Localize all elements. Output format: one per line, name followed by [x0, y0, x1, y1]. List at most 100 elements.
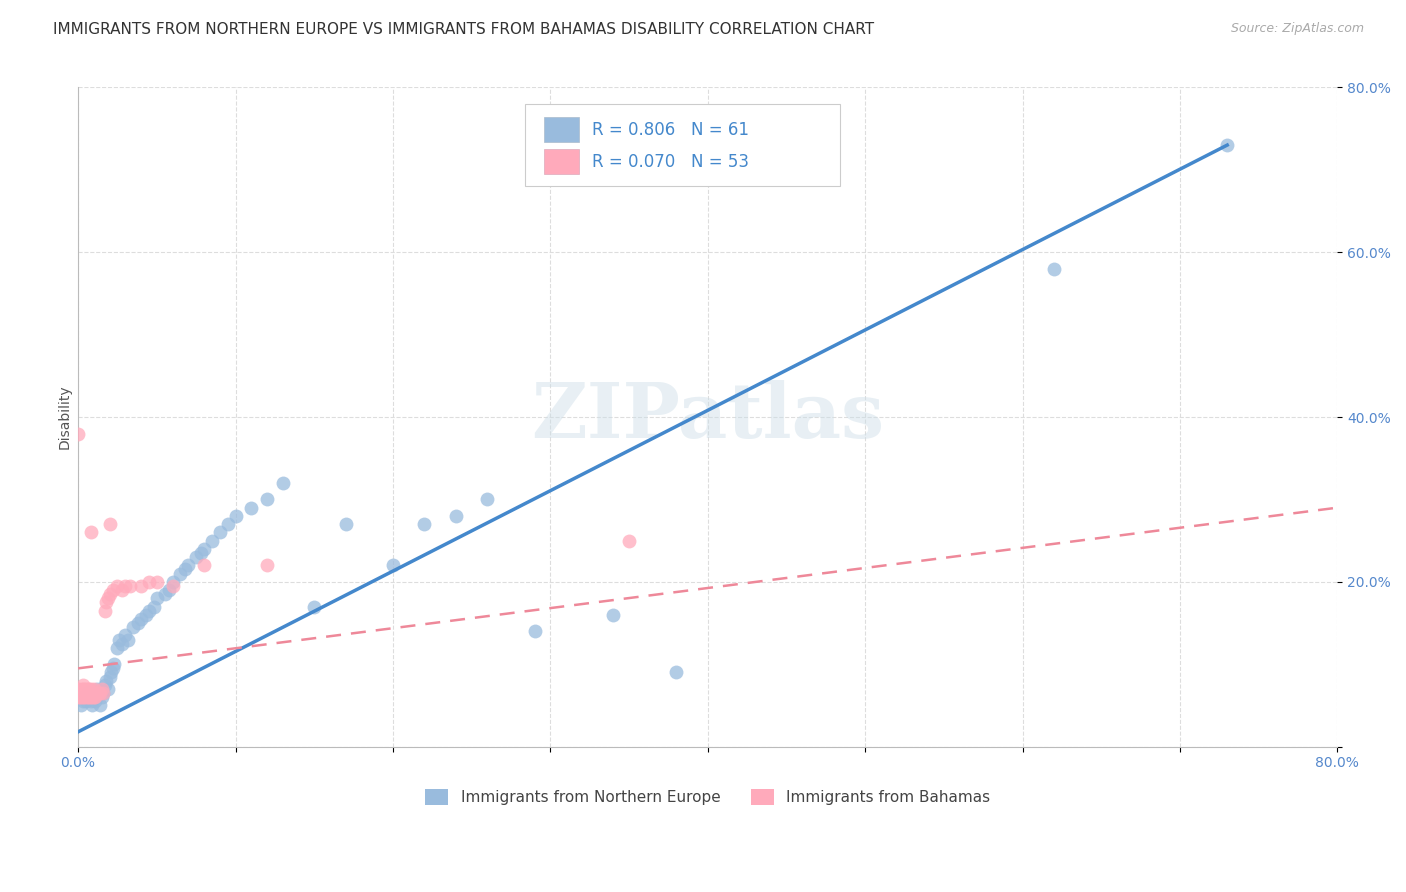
- Point: [162, 574, 184, 589]
- Point: [84, 694, 107, 708]
- Point: [87, 686, 110, 700]
- FancyBboxPatch shape: [544, 117, 579, 142]
- Point: [162, 579, 184, 593]
- Point: [73, 690, 96, 705]
- Point: [67, 681, 90, 696]
- Text: R = 0.070   N = 53: R = 0.070 N = 53: [592, 153, 749, 171]
- Point: [73, 686, 96, 700]
- Point: [302, 599, 325, 614]
- Point: [80, 525, 103, 540]
- Point: [381, 558, 404, 573]
- FancyBboxPatch shape: [526, 103, 839, 186]
- Point: [76, 686, 98, 700]
- Point: [80, 690, 103, 705]
- Point: [177, 558, 200, 573]
- Text: ZIPatlas: ZIPatlas: [531, 380, 884, 454]
- Point: [129, 612, 152, 626]
- Point: [94, 604, 117, 618]
- Point: [94, 678, 117, 692]
- Point: [107, 640, 129, 655]
- Point: [76, 690, 98, 705]
- Point: [120, 579, 142, 593]
- Point: [114, 579, 136, 593]
- Point: [208, 525, 231, 540]
- Point: [142, 599, 165, 614]
- Point: [83, 686, 105, 700]
- Point: [138, 604, 160, 618]
- Point: [87, 686, 110, 700]
- Text: Source: ZipAtlas.com: Source: ZipAtlas.com: [1230, 22, 1364, 36]
- Point: [157, 583, 180, 598]
- Point: [67, 426, 90, 441]
- Point: [75, 686, 97, 700]
- Point: [146, 574, 169, 589]
- Point: [72, 681, 94, 696]
- Point: [83, 690, 105, 705]
- Point: [617, 533, 640, 548]
- Point: [225, 508, 247, 523]
- Point: [114, 628, 136, 642]
- Point: [523, 624, 546, 639]
- Point: [201, 533, 224, 548]
- Point: [89, 698, 111, 713]
- Point: [69, 690, 91, 705]
- Point: [77, 690, 100, 705]
- Point: [1216, 138, 1239, 153]
- Point: [82, 690, 104, 705]
- Point: [91, 686, 114, 700]
- Point: [153, 587, 176, 601]
- Point: [72, 678, 94, 692]
- Point: [73, 690, 96, 705]
- Point: [193, 558, 215, 573]
- Point: [256, 492, 278, 507]
- Point: [76, 686, 98, 700]
- Legend: Immigrants from Northern Europe, Immigrants from Bahamas: Immigrants from Northern Europe, Immigra…: [419, 783, 997, 812]
- Y-axis label: Disability: Disability: [58, 384, 72, 450]
- Point: [98, 517, 121, 532]
- Point: [240, 500, 263, 515]
- Point: [103, 657, 125, 672]
- Point: [122, 620, 145, 634]
- Point: [602, 607, 624, 622]
- Point: [169, 566, 191, 581]
- Point: [90, 690, 112, 705]
- Point: [217, 517, 239, 532]
- Point: [86, 681, 108, 696]
- Point: [86, 686, 108, 700]
- Point: [84, 686, 107, 700]
- Point: [69, 686, 91, 700]
- Point: [665, 665, 688, 680]
- Point: [146, 591, 169, 606]
- Point: [444, 508, 467, 523]
- Point: [127, 615, 149, 630]
- Point: [100, 665, 122, 680]
- Point: [193, 541, 215, 556]
- Point: [72, 690, 94, 705]
- Point: [97, 591, 120, 606]
- Point: [129, 579, 152, 593]
- Point: [82, 698, 104, 713]
- Point: [75, 690, 97, 705]
- Point: [256, 558, 278, 573]
- Point: [73, 681, 96, 696]
- Point: [101, 583, 124, 598]
- Point: [98, 670, 121, 684]
- FancyBboxPatch shape: [544, 149, 579, 175]
- Point: [89, 686, 111, 700]
- Point: [75, 694, 97, 708]
- Point: [335, 517, 357, 532]
- Point: [96, 673, 118, 688]
- Point: [70, 681, 93, 696]
- Point: [190, 546, 212, 560]
- Point: [67, 690, 90, 705]
- Point: [135, 607, 157, 622]
- Text: IMMIGRANTS FROM NORTHERN EUROPE VS IMMIGRANTS FROM BAHAMAS DISABILITY CORRELATIO: IMMIGRANTS FROM NORTHERN EUROPE VS IMMIG…: [53, 22, 875, 37]
- Point: [80, 681, 103, 696]
- Point: [1043, 261, 1066, 276]
- Point: [70, 698, 93, 713]
- Point: [72, 694, 94, 708]
- Point: [117, 632, 139, 647]
- Point: [76, 681, 98, 696]
- Point: [91, 686, 114, 700]
- Point: [97, 681, 120, 696]
